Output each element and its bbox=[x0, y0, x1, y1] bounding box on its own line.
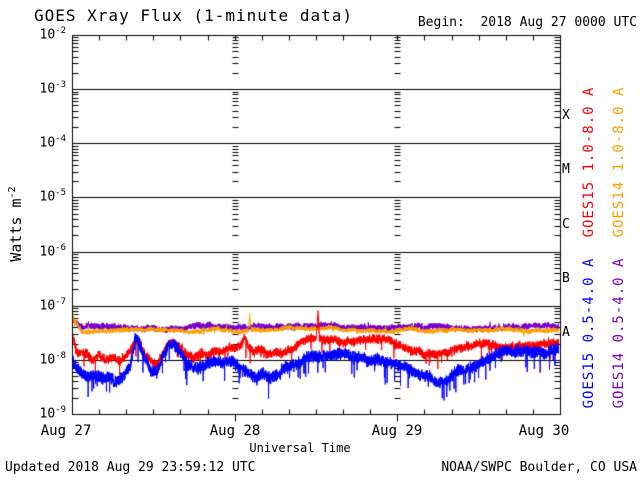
flare-class-c: C bbox=[562, 216, 570, 232]
flare-class-m: M bbox=[562, 162, 570, 178]
y-tick-label: 10-6 bbox=[39, 242, 67, 259]
y-tick-label: 10-2 bbox=[39, 26, 67, 43]
x-tick-label: Aug 29 bbox=[371, 423, 423, 439]
y-tick-label: 10-4 bbox=[39, 134, 67, 151]
y-tick-label: 10-8 bbox=[39, 350, 67, 368]
flare-class-a: A bbox=[562, 324, 570, 340]
legend-goes15-0-5-4-0-a: GOES15 0.5-4.0 A bbox=[581, 257, 597, 409]
y-axis-title-exponent: -2 bbox=[7, 186, 18, 199]
flare-class-x: X bbox=[562, 108, 570, 124]
legend-goes14-1-0-8-0-a: GOES14 1.0-8.0 A bbox=[611, 86, 627, 238]
x-tick-label: Aug 27 bbox=[40, 423, 92, 439]
x-tick-label: Aug 28 bbox=[209, 423, 261, 439]
legend-goes15-1-0-8-0-a: GOES15 1.0-8.0 A bbox=[581, 86, 597, 238]
y-tick-label: 10-7 bbox=[39, 296, 67, 314]
page-title: GOES Xray Flux (1-minute data) bbox=[34, 6, 353, 25]
updated-timestamp: Updated 2018 Aug 29 23:59:12 UTC bbox=[5, 460, 256, 475]
x-axis-title: Universal Time bbox=[249, 441, 351, 455]
x-tick-label: Aug 30 bbox=[518, 423, 570, 439]
flare-class-b: B bbox=[562, 270, 570, 286]
begin-time-label: Begin: 2018 Aug 27 0000 UTC bbox=[417, 15, 637, 30]
legend-goes14-0-5-4-0-a: GOES14 0.5-4.0 A bbox=[611, 257, 627, 409]
y-tick-label: 10-3 bbox=[39, 80, 67, 97]
y-tick-label: 10-9 bbox=[39, 405, 67, 422]
data-source-label: NOAA/SWPC Boulder, CO USA bbox=[441, 460, 637, 475]
y-tick-label: 10-5 bbox=[39, 188, 67, 205]
